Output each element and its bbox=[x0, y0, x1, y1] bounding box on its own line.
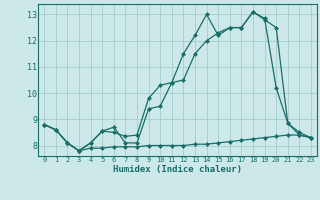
X-axis label: Humidex (Indice chaleur): Humidex (Indice chaleur) bbox=[113, 165, 242, 174]
